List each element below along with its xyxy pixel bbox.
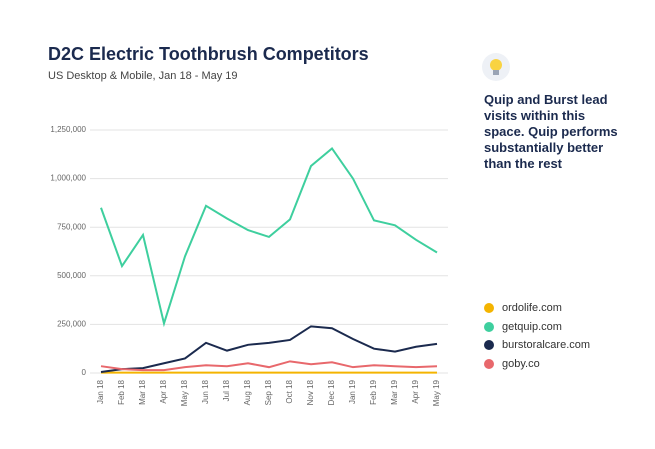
x-tick-label: May 19 <box>432 379 441 406</box>
legend: ordolife.com getquip.com burstoralcare.com… <box>484 299 590 373</box>
y-tick-label: 1,000,000 <box>50 174 86 183</box>
legend-swatch <box>484 340 494 351</box>
legend-label: burstoralcare.com <box>502 339 591 352</box>
legend-item: burstoralcare.com <box>484 336 590 355</box>
x-tick-label: Nov 18 <box>306 379 315 405</box>
x-tick-label: Dec 18 <box>327 379 336 405</box>
bulb-glyph <box>490 59 502 75</box>
y-tick-label: 750,000 <box>57 222 86 231</box>
x-tick-label: Jan 19 <box>348 379 357 404</box>
x-tick-label: Sep 18 <box>264 379 273 405</box>
chart-title: D2C Electric Toothbrush Competitors <box>48 44 369 64</box>
x-tick-label: Jul 18 <box>222 379 231 401</box>
x-tick-label: Jan 18 <box>96 379 105 404</box>
x-tick-label: Mar 19 <box>390 379 399 404</box>
legend-item: ordolife.com <box>484 299 590 318</box>
legend-label: ordolife.com <box>502 302 562 315</box>
legend-swatch <box>484 321 494 332</box>
legend-label: goby.co <box>502 357 540 370</box>
y-tick-label: 1,250,000 <box>50 125 86 134</box>
line-series <box>100 325 438 374</box>
x-tick-label: Feb 19 <box>369 379 378 404</box>
x-tick-label: Apr 19 <box>411 379 420 403</box>
x-tick-label: Mar 18 <box>138 379 147 404</box>
y-tick-label: 500,000 <box>57 271 86 280</box>
legend-swatch <box>484 358 494 369</box>
y-tick-label: 0 <box>82 368 87 377</box>
x-tick-label: May 18 <box>180 379 189 406</box>
x-tick-label: Feb 18 <box>117 379 126 404</box>
legend-swatch <box>484 303 494 314</box>
legend-label: getquip.com <box>502 320 562 333</box>
annotation: Quip and Burst lead visits within this s… <box>484 92 618 171</box>
y-tick-label: 250,000 <box>57 320 86 329</box>
line-series <box>100 147 438 328</box>
x-tick-label: Apr 18 <box>159 379 168 403</box>
line-series <box>100 360 438 372</box>
legend-item: getquip.com <box>484 318 590 337</box>
x-tick-label: Oct 18 <box>285 379 294 403</box>
chart-subtitle: US Desktop & Mobile, Jan 18 - May 19 <box>48 70 238 82</box>
x-tick-label: Jun 18 <box>201 379 210 404</box>
legend-item: goby.co <box>484 355 590 374</box>
bulb-icon <box>482 53 510 81</box>
x-tick-label: Aug 18 <box>243 379 252 405</box>
